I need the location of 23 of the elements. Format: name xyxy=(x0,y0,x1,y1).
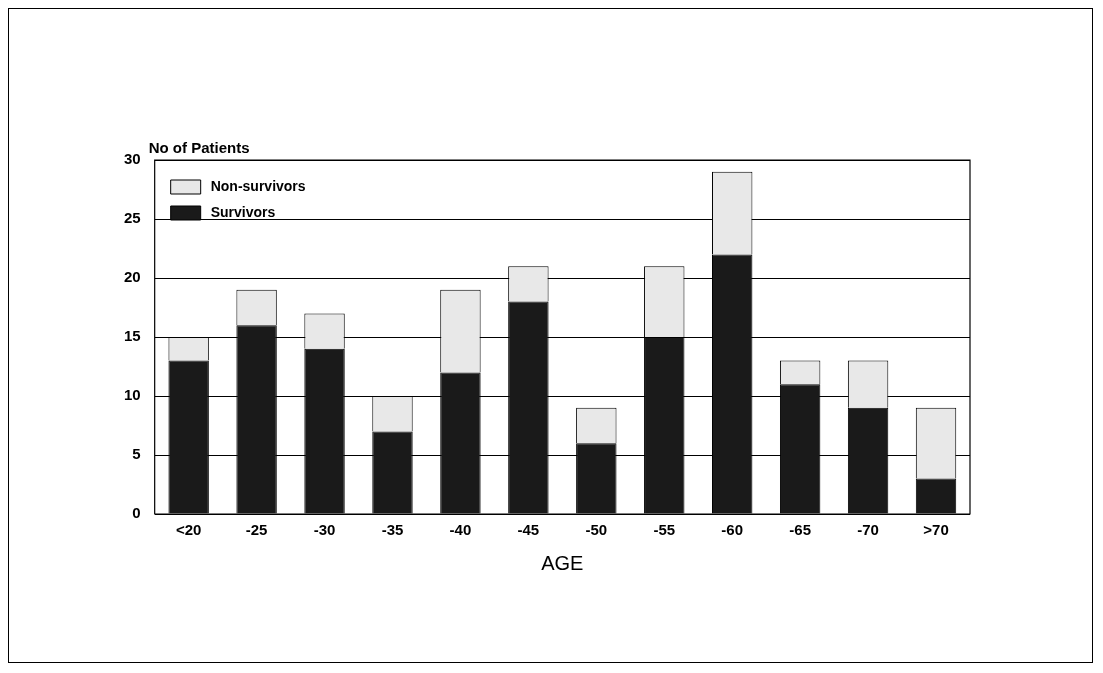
x-axis-title: AGE xyxy=(541,551,584,574)
legend-label: Survivors xyxy=(210,203,276,220)
y-tick-label: 15 xyxy=(124,327,141,345)
x-tick-label: -25 xyxy=(245,521,268,539)
x-tick-label: -50 xyxy=(585,521,608,539)
x-tick-label: >70 xyxy=(923,521,949,539)
y-tick-label: 20 xyxy=(124,268,141,286)
x-tick-label: -60 xyxy=(721,521,744,539)
x-tick-label: -35 xyxy=(381,521,404,539)
y-tick-label: 0 xyxy=(132,504,141,522)
y-tick-label: 10 xyxy=(124,386,141,404)
x-tick-label: <20 xyxy=(175,521,202,539)
x-tick-label: -30 xyxy=(313,521,336,539)
y-tick-label: 25 xyxy=(124,209,141,227)
x-tick-label: -65 xyxy=(789,521,811,539)
x-tick-label: -70 xyxy=(857,521,879,539)
legend-label: Non-survivors xyxy=(210,177,306,194)
y-tick-label: 5 xyxy=(132,445,141,463)
x-tick-label: -55 xyxy=(653,521,676,539)
y-axis-title: No of Patients xyxy=(148,138,250,156)
y-tick-label: 30 xyxy=(124,150,141,168)
x-tick-label: -40 xyxy=(449,521,472,539)
x-tick-label: -45 xyxy=(517,521,540,539)
